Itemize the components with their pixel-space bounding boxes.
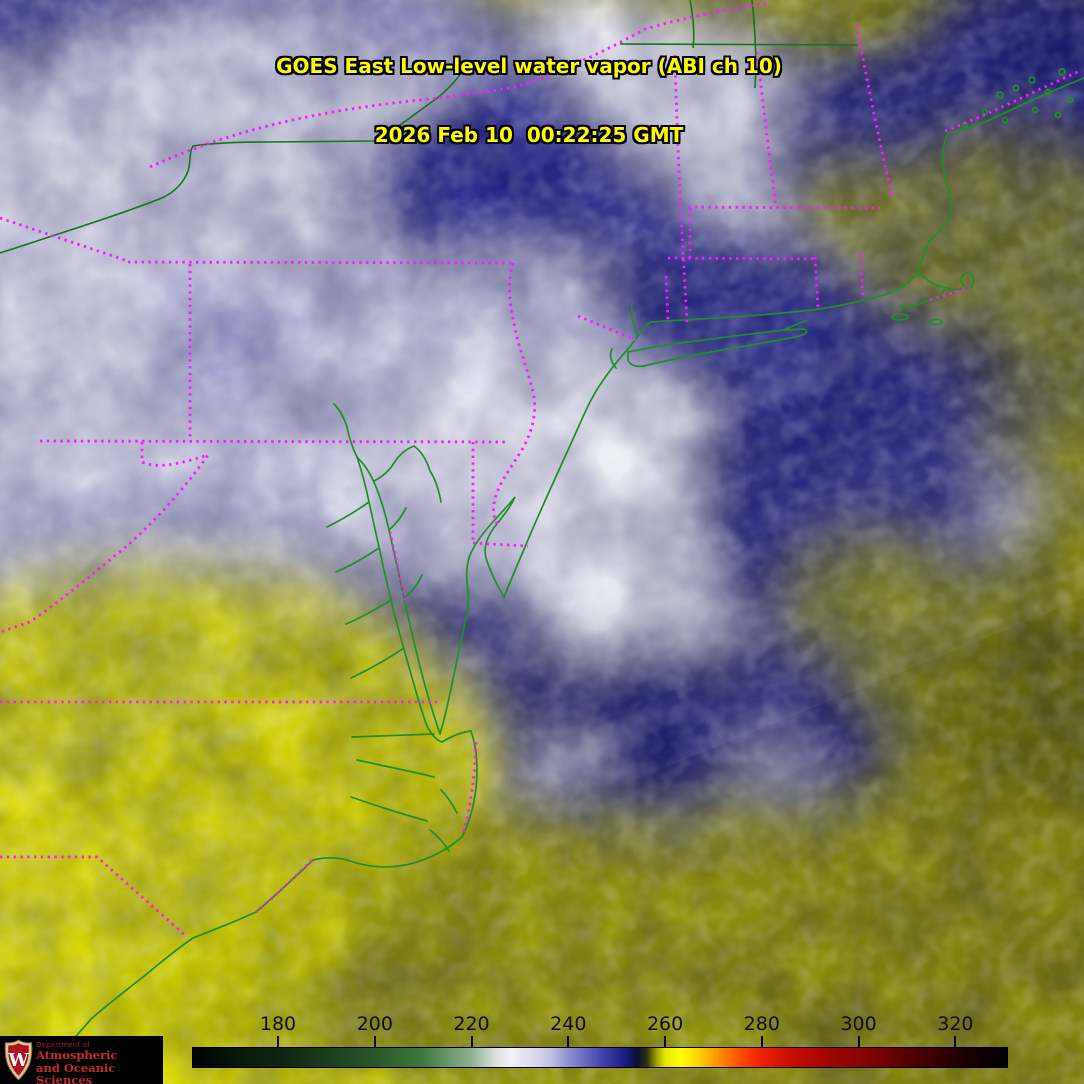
colorbar-tick-label: 180	[259, 1013, 297, 1035]
crest-monogram: W	[7, 1050, 29, 1071]
colorbar-tick-mark	[760, 1036, 763, 1047]
colorbar-tick-label: 220	[453, 1013, 490, 1035]
logo-name-line1: Atmospheric	[36, 1048, 118, 1062]
colorbar-tick-label: 260	[646, 1013, 684, 1035]
colorbar-tick-label: 300	[840, 1013, 877, 1035]
colorbar-tick-mark	[664, 1036, 667, 1047]
state-boundaries	[0, 1, 1083, 939]
logo-dept-line: Department of	[36, 1041, 90, 1049]
colorbar-tick-mark	[567, 1036, 570, 1047]
uw-crest-icon: W	[4, 1039, 33, 1081]
lakes-and-canada-border	[0, 0, 858, 254]
colorbar-tick-label: 320	[937, 1013, 974, 1035]
image-title: GOES East Low-level water vapor (ABI ch …	[276, 9, 782, 193]
logo-name-line2: and Oceanic Sciences	[36, 1060, 116, 1084]
title-line-timestamp: 2026 Feb 10 00:22:25 GMT	[374, 123, 684, 147]
colorbar-tick-mark	[373, 1036, 376, 1047]
colorbar-tick-mark	[954, 1036, 957, 1047]
colorbar-gradient	[192, 1047, 1008, 1068]
logo-text: Department of Atmospheric and Oceanic Sc…	[36, 1041, 163, 1084]
colorbar-tick-label: 240	[550, 1013, 587, 1035]
colorbar-tick-mark	[277, 1036, 279, 1047]
title-line-product: GOES East Low-level water vapor (ABI ch …	[276, 54, 782, 78]
coastline-overlay	[40, 68, 1084, 1084]
colorbar-tick-mark	[470, 1036, 473, 1047]
colorbar-tick-label: 280	[743, 1013, 780, 1035]
uw-aos-logo: W Department of Atmospheric and Oceanic …	[0, 1036, 163, 1084]
colorbar-tick-label: 200	[356, 1013, 393, 1035]
colorbar-tick-mark	[857, 1036, 860, 1047]
